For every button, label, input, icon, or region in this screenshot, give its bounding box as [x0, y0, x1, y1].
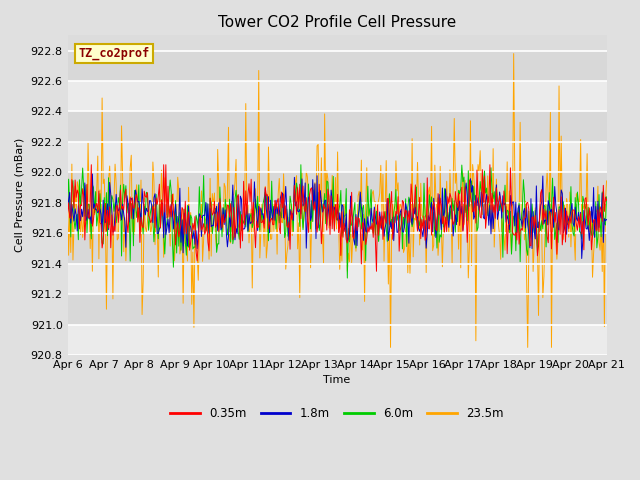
Bar	[68, 233, 607, 264]
6.0m	[64, 202, 72, 207]
1.8m	[386, 227, 394, 233]
23.5m	[64, 172, 72, 178]
6.0m	[508, 251, 515, 257]
1.8m	[603, 216, 611, 222]
6.0m	[603, 194, 611, 200]
6.0m	[344, 275, 351, 281]
1.8m	[592, 204, 600, 209]
1.8m	[88, 171, 96, 177]
0.35m	[324, 186, 332, 192]
X-axis label: Time: Time	[323, 375, 351, 385]
6.0m	[297, 162, 305, 168]
Bar	[68, 142, 607, 172]
Bar	[68, 111, 607, 142]
Bar	[68, 264, 607, 294]
23.5m	[592, 208, 600, 214]
1.8m	[356, 189, 364, 195]
Bar	[68, 294, 607, 324]
1.8m	[578, 256, 586, 262]
Bar	[68, 172, 607, 203]
Y-axis label: Cell Pressure (mBar): Cell Pressure (mBar)	[15, 138, 25, 252]
Line: 1.8m: 1.8m	[68, 174, 607, 259]
Line: 23.5m: 23.5m	[68, 54, 607, 348]
0.35m	[321, 205, 328, 211]
6.0m	[387, 224, 394, 230]
0.35m	[88, 162, 95, 168]
0.35m	[356, 224, 364, 230]
Bar	[68, 324, 607, 355]
Legend: 0.35m, 1.8m, 6.0m, 23.5m: 0.35m, 1.8m, 6.0m, 23.5m	[166, 402, 509, 425]
6.0m	[321, 191, 328, 196]
Line: 0.35m: 0.35m	[68, 165, 607, 271]
0.35m	[387, 203, 394, 208]
0.35m	[372, 268, 380, 274]
Bar	[68, 203, 607, 233]
1.8m	[507, 192, 515, 198]
1.8m	[321, 198, 328, 204]
6.0m	[592, 199, 600, 204]
0.35m	[508, 199, 515, 205]
23.5m	[385, 281, 392, 287]
0.35m	[603, 197, 611, 203]
6.0m	[324, 179, 332, 185]
23.5m	[510, 51, 518, 57]
Text: TZ_co2prof: TZ_co2prof	[78, 47, 150, 60]
23.5m	[323, 168, 331, 174]
23.5m	[355, 188, 363, 194]
Title: Tower CO2 Profile Cell Pressure: Tower CO2 Profile Cell Pressure	[218, 15, 456, 30]
1.8m	[324, 201, 332, 207]
0.35m	[64, 211, 72, 216]
Bar	[68, 50, 607, 81]
23.5m	[603, 178, 611, 184]
Line: 6.0m: 6.0m	[68, 165, 607, 278]
0.35m	[592, 226, 600, 231]
1.8m	[64, 209, 72, 215]
23.5m	[320, 261, 328, 266]
23.5m	[507, 231, 515, 237]
6.0m	[358, 226, 365, 232]
23.5m	[387, 345, 394, 350]
Bar	[68, 81, 607, 111]
